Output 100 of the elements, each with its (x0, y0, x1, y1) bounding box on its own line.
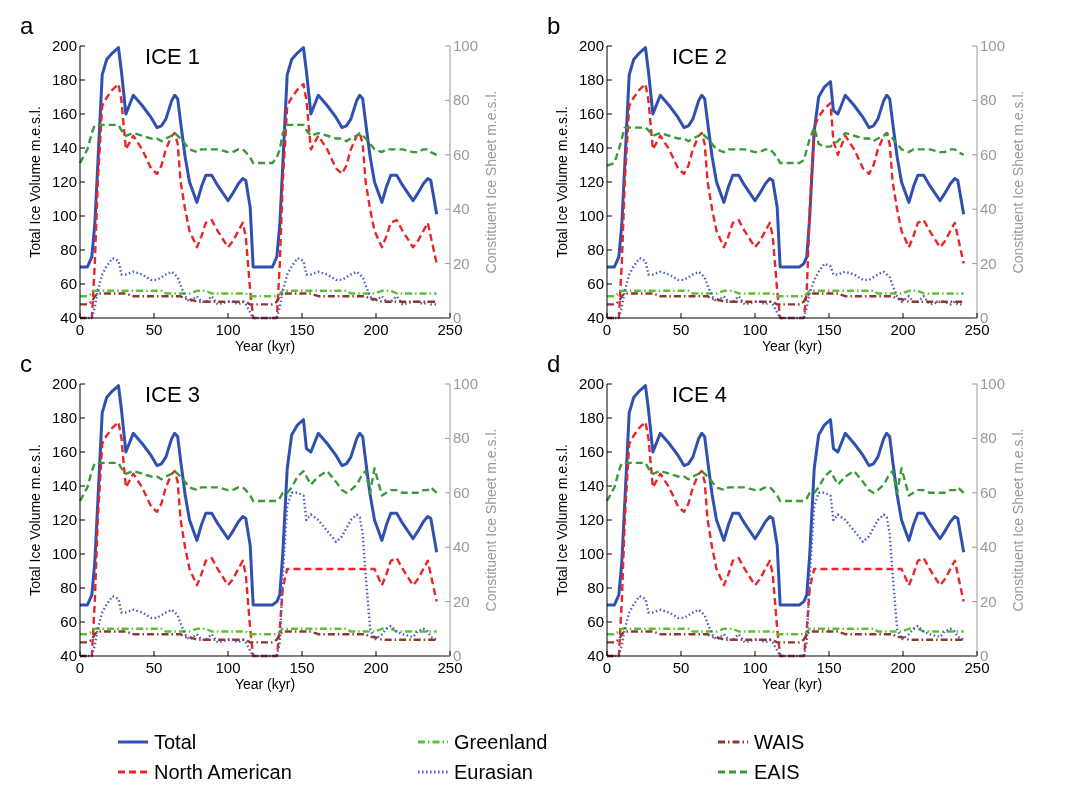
legend-label: North American (154, 761, 292, 783)
y-tick-label: 180 (51, 409, 77, 426)
y2-axis-title: Constituent Ice Sheet m.e.s.l. (483, 90, 499, 274)
x-tick-label: 200 (890, 659, 916, 676)
y2-tick-label: 20 (453, 592, 470, 610)
y-tick-label: 100 (578, 545, 604, 562)
y-tick-label: 180 (51, 71, 77, 88)
y2-tick-label: 40 (453, 200, 470, 218)
y-tick-label: 40 (587, 309, 604, 326)
y-tick-label: 160 (51, 105, 77, 122)
y-axis-title: Total Ice Volume m.e.s.l. (554, 106, 570, 258)
y2-tick-label: 80 (453, 91, 470, 109)
x-tick-label: 50 (672, 321, 690, 338)
legend-label: Total (154, 731, 197, 753)
y2-tick-label: 0 (453, 309, 462, 326)
x-axis-title: Year (kyr) (761, 676, 823, 692)
y-tick-label: 60 (60, 275, 77, 292)
x-tick-label: 200 (890, 321, 916, 338)
y2-tick-label: 40 (453, 538, 470, 556)
x-axis-title: Year (kyr) (761, 338, 823, 354)
line-series (605, 630, 965, 644)
chart-title: ICE 1 (145, 44, 201, 69)
y2-tick-label: 0 (980, 309, 989, 326)
x-tick-label: 0 (75, 659, 85, 676)
x-tick-label: 50 (145, 321, 163, 338)
y-tick-label: 140 (578, 139, 604, 156)
y2-tick-label: 100 (980, 375, 1006, 392)
y-tick-label: 120 (578, 511, 604, 528)
legend-label: Greenland (454, 731, 548, 753)
y-tick-label: 100 (51, 207, 77, 224)
y2-tick-label: 0 (453, 647, 462, 664)
y2-tick-label: 20 (453, 254, 470, 272)
line-series (605, 126, 965, 167)
y-tick-label: 160 (578, 105, 604, 122)
line-series (78, 123, 438, 165)
x-tick-label: 100 (215, 659, 241, 676)
line-series (78, 384, 439, 607)
x-tick-label: 200 (363, 659, 389, 676)
y-axis-title: Total Ice Volume m.e.s.l. (27, 106, 43, 258)
y-tick-label: 200 (578, 375, 604, 392)
x-tick-label: 150 (816, 321, 842, 338)
y-tick-label: 80 (587, 579, 604, 596)
x-tick-label: 50 (672, 659, 690, 676)
y-tick-label: 140 (578, 477, 604, 494)
x-tick-label: 50 (145, 659, 163, 676)
line-series (78, 630, 438, 644)
y2-tick-label: 20 (980, 254, 997, 272)
line-series (78, 292, 438, 306)
y2-tick-label: 100 (980, 37, 1006, 54)
y-tick-label: 100 (51, 545, 77, 562)
y2-axis-title: Constituent Ice Sheet m.e.s.l. (1010, 428, 1026, 612)
y-tick-label: 120 (51, 173, 77, 190)
legend-label: EAIS (754, 761, 800, 783)
line-series (605, 384, 966, 607)
y-tick-label: 80 (60, 241, 77, 258)
chart-title: ICE 2 (672, 44, 728, 69)
line-series (78, 46, 439, 269)
y-tick-label: 80 (60, 579, 77, 596)
y-tick-label: 160 (51, 443, 77, 460)
y2-tick-label: 60 (453, 483, 470, 501)
y-tick-label: 100 (578, 207, 604, 224)
y2-tick-label: 0 (980, 647, 989, 664)
y-tick-label: 200 (51, 37, 77, 54)
legend-label: Eurasian (454, 761, 533, 783)
y-tick-label: 60 (587, 275, 604, 292)
y-tick-label: 200 (51, 375, 77, 392)
line-series (78, 461, 438, 503)
chart-title: ICE 3 (145, 382, 201, 407)
x-tick-label: 100 (742, 659, 768, 676)
x-tick-label: 150 (816, 659, 842, 676)
y2-tick-label: 20 (980, 592, 997, 610)
y2-tick-label: 80 (980, 91, 997, 109)
y2-tick-label: 60 (980, 145, 997, 163)
y2-axis-title: Constituent Ice Sheet m.e.s.l. (483, 428, 499, 612)
x-tick-label: 150 (289, 659, 315, 676)
y-tick-label: 140 (51, 477, 77, 494)
x-tick-label: 0 (75, 321, 85, 338)
y-tick-label: 120 (51, 511, 77, 528)
line-series (605, 292, 965, 306)
y2-tick-label: 100 (453, 375, 479, 392)
y-tick-label: 40 (60, 647, 77, 664)
y-tick-label: 160 (578, 443, 604, 460)
x-tick-label: 150 (289, 321, 315, 338)
x-axis-title: Year (kyr) (234, 338, 296, 354)
y-axis-title: Total Ice Volume m.e.s.l. (27, 444, 43, 596)
y-tick-label: 200 (578, 37, 604, 54)
line-series (605, 461, 965, 503)
text: b (547, 12, 561, 39)
y2-tick-label: 100 (453, 37, 479, 54)
y2-tick-label: 80 (453, 429, 470, 447)
y-tick-label: 40 (60, 309, 77, 326)
text: d (547, 350, 561, 377)
y-tick-label: 140 (51, 139, 77, 156)
y-tick-label: 40 (587, 647, 604, 664)
y2-axis-title: Constituent Ice Sheet m.e.s.l. (1010, 90, 1026, 274)
y-axis-title: Total Ice Volume m.e.s.l. (554, 444, 570, 596)
x-tick-label: 0 (602, 321, 612, 338)
y-tick-label: 60 (60, 613, 77, 630)
y2-tick-label: 40 (980, 200, 997, 218)
y2-tick-label: 80 (980, 429, 997, 447)
